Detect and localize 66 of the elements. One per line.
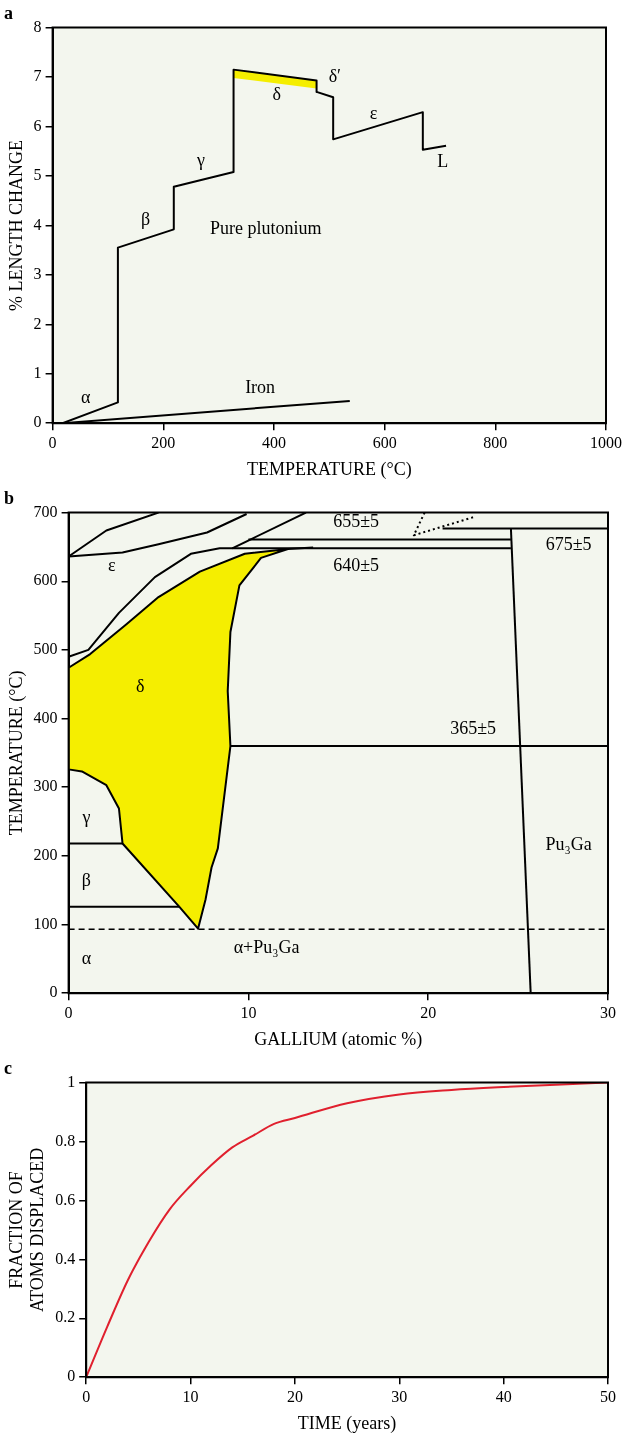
x-tick-label: 0 xyxy=(82,1388,91,1405)
y-tick-label: 500 xyxy=(33,640,58,658)
y-tick-label: 4 xyxy=(33,215,42,233)
chart-title: a xyxy=(4,3,13,24)
annotation: γ xyxy=(81,807,91,827)
y-tick-label: 0.8 xyxy=(55,1131,76,1149)
x-tick-label: 40 xyxy=(495,1388,512,1405)
annotation: 640±5 xyxy=(333,554,380,575)
x-tick-label: 800 xyxy=(483,434,508,451)
y-tick-label: 1 xyxy=(33,363,42,381)
y-tick-label: 0.4 xyxy=(55,1249,76,1267)
y-tick-label: 100 xyxy=(33,914,58,932)
y-axis-title: TEMPERATURE (°C) xyxy=(5,670,27,836)
x-tick-label: 20 xyxy=(420,1004,437,1021)
annotation: δ xyxy=(272,83,281,104)
y-tick-label: 700 xyxy=(33,502,58,520)
y-tick-label: 300 xyxy=(33,777,58,795)
y-tick-label: 200 xyxy=(33,846,58,864)
x-tick-label: 50 xyxy=(600,1388,616,1405)
y-tick-label: 7 xyxy=(33,67,42,85)
x-tick-label: 20 xyxy=(286,1388,303,1405)
annotation: β xyxy=(140,209,151,230)
x-axis-title: TIME (years) xyxy=(297,1412,397,1434)
chart-title: c xyxy=(4,1058,12,1079)
y-tick-label: 2 xyxy=(33,314,42,332)
x-tick-label: 10 xyxy=(182,1388,199,1405)
y-tick-label: 0.2 xyxy=(55,1308,76,1326)
x-tick-label: 200 xyxy=(151,434,176,451)
annotation: Pure plutonium xyxy=(209,218,322,239)
x-tick-label: 30 xyxy=(600,1004,616,1021)
annotation: Pu₃Ga xyxy=(545,834,592,855)
annotation: ε xyxy=(107,554,116,575)
annotation: δ′ xyxy=(328,65,342,86)
annotation: δ xyxy=(136,676,145,697)
y-tick-label: 3 xyxy=(33,265,42,283)
y-axis-title: FRACTION OF ATOMS DISPLACED xyxy=(5,1147,48,1312)
annotation: α xyxy=(81,387,92,408)
y-tick-label: 5 xyxy=(33,166,42,184)
x-tick-label: 30 xyxy=(391,1388,408,1405)
y-tick-label: 0.6 xyxy=(55,1190,76,1208)
annotation: 675±5 xyxy=(545,534,592,555)
annotation: α xyxy=(81,947,92,968)
annotation: α+Pu₃Ga xyxy=(233,937,300,958)
chart-title: b xyxy=(4,488,15,509)
annotation: ε xyxy=(369,103,378,124)
annotation: γ xyxy=(195,149,205,170)
y-tick-label: 8 xyxy=(33,17,42,35)
annotation: 365±5 xyxy=(450,717,497,738)
y-tick-label: 0 xyxy=(67,1367,76,1385)
y-axis-title: % LENGTH CHANGE xyxy=(5,139,26,311)
x-axis-title: GALLIUM (atomic %) xyxy=(254,1028,423,1050)
x-tick-label: 10 xyxy=(240,1004,257,1021)
y-tick-label: 400 xyxy=(33,708,58,726)
x-tick-label: 1000 xyxy=(590,434,622,451)
annotation: β xyxy=(81,869,91,890)
y-tick-label: 0 xyxy=(33,413,42,431)
y-tick-label: 1 xyxy=(67,1072,76,1090)
y-tick-label: 600 xyxy=(33,571,58,589)
x-tick-label: 400 xyxy=(261,434,286,451)
y-tick-label: 6 xyxy=(33,116,42,134)
x-tick-label: 600 xyxy=(372,434,397,451)
annotation: 655±5 xyxy=(333,511,380,532)
x-axis-title: TEMPERATURE (°C) xyxy=(246,458,412,480)
y-tick-label: 0 xyxy=(49,983,58,1001)
annotation: Iron xyxy=(245,377,276,398)
annotation: L xyxy=(437,150,449,171)
